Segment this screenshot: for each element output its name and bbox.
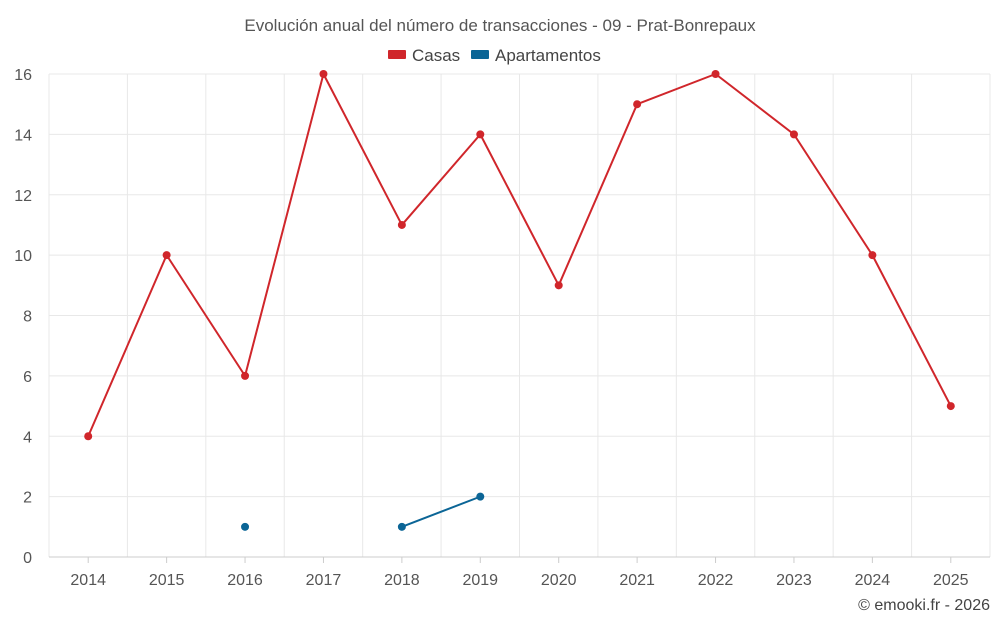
x-tick-label: 2017 xyxy=(306,572,342,589)
x-tick-label: 2019 xyxy=(462,572,498,589)
legend-label-casas[interactable]: Casas xyxy=(412,46,460,65)
y-tick-label: 6 xyxy=(23,369,32,386)
x-tick-label: 2025 xyxy=(933,572,969,589)
point-casas-2022[interactable] xyxy=(711,70,720,78)
x-tick-label: 2018 xyxy=(384,572,420,589)
y-tick-label: 8 xyxy=(23,309,32,326)
x-tick-label: 2014 xyxy=(70,572,106,589)
y-tick-label: 12 xyxy=(14,188,32,205)
point-casas-2020[interactable] xyxy=(554,281,563,290)
point-casas-2016[interactable] xyxy=(241,371,250,380)
chart-title: Evolución anual del número de transaccio… xyxy=(244,16,756,35)
point-casas-2017[interactable] xyxy=(319,70,328,78)
series-line-casas xyxy=(87,73,952,437)
point-casas-2024[interactable] xyxy=(868,251,877,260)
series xyxy=(84,70,955,531)
point-casas-2025[interactable] xyxy=(946,402,955,411)
y-tick-label: 10 xyxy=(14,248,32,265)
x-tick-label: 2023 xyxy=(776,572,812,589)
legend-swatch-apartamentos xyxy=(471,50,489,59)
point-casas-2021[interactable] xyxy=(633,100,642,109)
x-tick-label: 2022 xyxy=(698,572,734,589)
series-line-apartamentos xyxy=(401,495,481,528)
point-casas-2018[interactable] xyxy=(397,220,406,229)
point-apartamentos-2018[interactable] xyxy=(397,522,406,531)
credit: © emooki.fr - 2026 xyxy=(858,597,990,614)
legend: Casas Apartamentos xyxy=(388,46,601,65)
x-tick-label: 2021 xyxy=(619,572,655,589)
point-casas-2015[interactable] xyxy=(162,251,171,260)
y-tick-label: 14 xyxy=(14,127,32,144)
x-tick-label: 2020 xyxy=(541,572,577,589)
y-tick-label: 2 xyxy=(23,490,32,507)
x-tick-label: 2016 xyxy=(227,572,263,589)
legend-label-apartamentos[interactable]: Apartamentos xyxy=(495,46,601,65)
y-tick-label: 0 xyxy=(23,550,32,567)
point-apartamentos-2016[interactable] xyxy=(241,522,250,531)
x-tick-label: 2024 xyxy=(855,572,891,589)
y-tick-label: 4 xyxy=(23,429,32,446)
y-tick-label: 16 xyxy=(14,67,32,84)
point-casas-2014[interactable] xyxy=(84,432,93,441)
point-casas-2019[interactable] xyxy=(476,130,485,139)
axes: 0 2 4 6 8 10 12 14 16 2014 2015 2016 2017 2018 2019 202… xyxy=(14,67,990,589)
point-apartamentos-2019[interactable] xyxy=(476,492,485,501)
grid xyxy=(48,73,991,558)
point-casas-2023[interactable] xyxy=(789,130,798,139)
legend-swatch-casas xyxy=(388,50,406,59)
x-tick-label: 2015 xyxy=(149,572,185,589)
